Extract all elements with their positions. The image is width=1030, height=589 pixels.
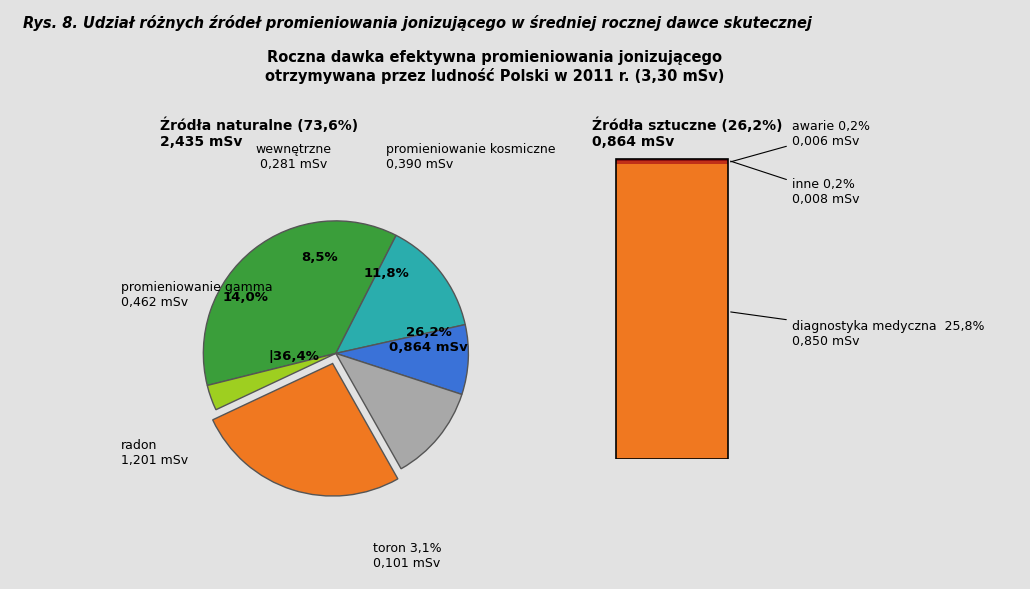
Text: toron 3,1%
0,101 mSv: toron 3,1% 0,101 mSv <box>373 542 442 570</box>
Text: 14,0%: 14,0% <box>222 291 269 305</box>
Text: Roczna dawka efektywna promieniowania jonizującego
otrzymywana przez ludność Pol: Roczna dawka efektywna promieniowania jo… <box>265 50 724 84</box>
Bar <box>616 159 728 459</box>
Wedge shape <box>336 236 466 353</box>
Bar <box>616 161 728 164</box>
Text: 11,8%: 11,8% <box>364 267 409 280</box>
Text: Źródła sztuczne (26,2%)
0,864 mSv: Źródła sztuczne (26,2%) 0,864 mSv <box>592 118 783 150</box>
Text: promieniowanie gamma
0,462 mSv: promieniowanie gamma 0,462 mSv <box>122 281 273 309</box>
Bar <box>616 164 728 459</box>
Text: awarie 0,2%
0,006 mSv: awarie 0,2% 0,006 mSv <box>730 120 869 162</box>
Text: radon
1,201 mSv: radon 1,201 mSv <box>122 439 188 467</box>
Text: Rys. 8. Udział różnych źródeł promieniowania jonizującego w średniej rocznej daw: Rys. 8. Udział różnych źródeł promieniow… <box>23 15 812 31</box>
Text: wewnętrzne
0,281 mSv: wewnętrzne 0,281 mSv <box>255 143 332 171</box>
Text: inne 0,2%
0,008 mSv: inne 0,2% 0,008 mSv <box>730 161 859 206</box>
Text: Źródła naturalne (73,6%)
2,435 mSv: Źródła naturalne (73,6%) 2,435 mSv <box>160 118 357 150</box>
Text: promieniowanie kosmiczne
0,390 mSv: promieniowanie kosmiczne 0,390 mSv <box>386 143 556 171</box>
Wedge shape <box>203 221 397 385</box>
Wedge shape <box>207 353 336 410</box>
Text: |36,4%: |36,4% <box>268 349 319 363</box>
Text: 26,2%
0,864 mSv: 26,2% 0,864 mSv <box>389 326 468 354</box>
Wedge shape <box>336 353 461 469</box>
Wedge shape <box>336 325 469 395</box>
Text: 8,5%: 8,5% <box>302 252 338 264</box>
Wedge shape <box>212 363 398 496</box>
Text: diagnostyka medyczna  25,8%
0,850 mSv: diagnostyka medyczna 25,8% 0,850 mSv <box>730 312 985 348</box>
Bar <box>616 159 728 161</box>
